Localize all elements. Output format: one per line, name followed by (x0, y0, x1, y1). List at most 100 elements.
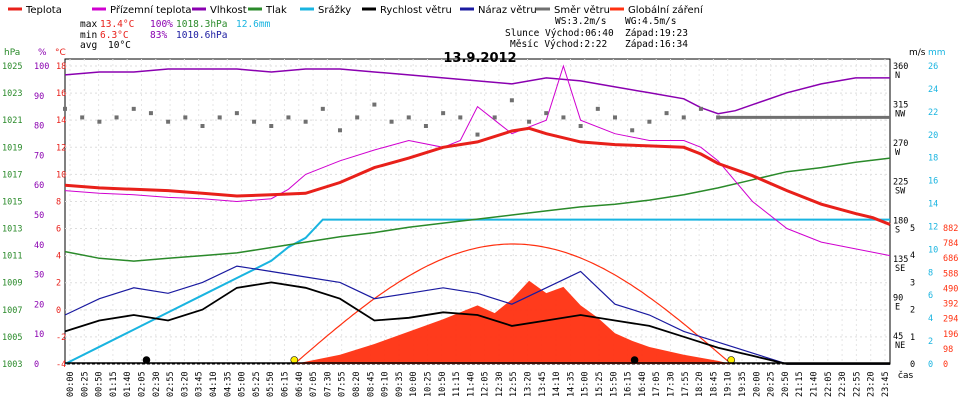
degc-tick-label: 10 (56, 170, 66, 180)
series-wind-dir-point (80, 115, 85, 120)
series-wind-dir-point (613, 115, 617, 120)
series-wind-dir-point (286, 115, 291, 120)
stat-min-label: min (80, 30, 97, 41)
stat-moon: Měsíc Východ:2:22 (510, 39, 607, 50)
x-tick-label: 21:15 (795, 371, 805, 397)
series-wind-dir-point (664, 111, 669, 116)
x-tick-label: 15:50 (609, 371, 619, 397)
dir-name-label: E (895, 302, 900, 312)
legend-label: Rychlost větru (380, 4, 452, 16)
x-tick-label: 19:10 (724, 371, 734, 397)
x-tick-label: 20:25 (767, 371, 777, 397)
series-wind-dir-point (372, 102, 377, 107)
stat-wg: WG:4.5m/s (625, 16, 676, 27)
x-tick-label: 10:00 (409, 371, 419, 397)
series-wind-dir-point (647, 119, 652, 124)
mm-tick-label: 22 (928, 108, 938, 118)
x-tick-label: 11:15 (452, 371, 462, 397)
x-tick-label: 23:20 (867, 371, 877, 397)
ms-tick-label: 1 (910, 333, 915, 343)
x-tick-label: 23:45 (881, 371, 891, 397)
x-tick-label: 06:15 (280, 371, 290, 397)
pct-tick-label: 70 (34, 151, 44, 161)
x-tick-label: 20:00 (752, 371, 762, 397)
pct-tick-label: 50 (34, 211, 44, 221)
mm-axis-title: mm (928, 48, 946, 58)
degc-tick-label: 6 (56, 225, 61, 235)
series-wind-dir-point (561, 115, 566, 120)
wm2-tick-label: 294 (943, 315, 958, 325)
series-wind-dir-point (595, 106, 600, 111)
series-wind-dir-point (492, 115, 497, 120)
pct-tick-label: 90 (34, 92, 44, 102)
series-wind-dir-point (303, 119, 308, 124)
hpa-tick-label: 1011 (2, 252, 22, 262)
x-tick-label: 16:15 (624, 371, 634, 397)
mm-tick-label: 2 (928, 337, 933, 347)
series-wind-dir-point (475, 132, 480, 137)
stats-panel: max 13.4°C 100% 1018.3hPa 12.6mm min 6.3°C 83% 1… (80, 16, 688, 51)
x-tick-label: 17:05 (652, 371, 662, 397)
degc-tick-label: 2 (56, 279, 61, 289)
axes-layer: hPa% °C1025102310211019101710151013101110… (2, 48, 958, 397)
series-temperature (64, 126, 891, 226)
series-wind-dir-point (630, 128, 635, 133)
mm-tick-label: 16 (928, 177, 938, 187)
x-tick-label: 10:25 (423, 371, 433, 397)
hpa-tick-label: 1021 (2, 116, 22, 126)
series-wind-dir-point (423, 124, 428, 128)
series-wind-dir-point (217, 115, 222, 120)
series-wind-dir-point (681, 115, 686, 120)
hpa-tick-label: 1013 (2, 225, 22, 235)
wm2-tick-label: 98 (943, 345, 953, 355)
legend-label: Globální záření (628, 4, 704, 16)
x-tick-label: 14:10 (552, 371, 562, 397)
pct-tick-label: 0 (34, 360, 39, 370)
x-tick-label: 17:55 (681, 371, 691, 397)
wm2-tick-label: 686 (943, 254, 958, 264)
legend-label: Srážky (318, 4, 351, 16)
series-wind-dir-point (114, 115, 119, 120)
series-wind-dir-point (234, 111, 239, 116)
stat-sun-set: Západ:19:23 (625, 28, 688, 39)
x-tick-label: 09:35 (395, 371, 405, 397)
series-wind-dir-point (389, 119, 394, 124)
degc-tick-label: 0 (56, 306, 61, 316)
stat-min-temp: 6.3°C (100, 30, 129, 41)
x-tick-label: 03:45 (195, 371, 205, 397)
legend-label: Přízemní teplota (110, 4, 192, 16)
series-wind-dir-point (200, 124, 205, 128)
wm2-tick-label: 882 (943, 224, 958, 234)
ms-axis-title: m/s (909, 48, 926, 58)
wm2-tick-label: 490 (943, 284, 958, 294)
x-tick-label: 07:55 (338, 371, 348, 397)
series-wind-dir-point (148, 111, 153, 116)
degc-tick-label: -4 (56, 360, 66, 370)
hpa-tick-label: 1015 (2, 197, 22, 207)
hpa-tick-label: 1025 (2, 62, 22, 72)
x-tick-label: 08:45 (366, 371, 376, 397)
series-wind-dir-point (63, 106, 67, 111)
pct-axis-title: % (38, 48, 47, 58)
x-tick-label: 07:05 (309, 371, 319, 397)
chart-title: 13.9.2012 (443, 51, 516, 66)
hpa-tick-label: 1009 (2, 279, 22, 289)
stat-avg-temp: 10°C (108, 40, 131, 51)
x-tick-label: 17:30 (667, 371, 677, 397)
ms-tick-label: 3 (910, 278, 915, 288)
mm-tick-label: 4 (928, 314, 933, 324)
x-tick-label: 13:20 (524, 371, 534, 397)
x-tick-label: 05:00 (238, 371, 248, 397)
stat-max-press: 1018.3hPa (176, 19, 227, 30)
dir-deg-label: 225 (893, 178, 908, 188)
series-wind-dir-point (183, 115, 188, 120)
x-tick-label: 05:50 (266, 371, 276, 397)
x-tick-label: 15:00 (581, 371, 591, 397)
wm2-tick-label: 784 (943, 239, 958, 249)
mm-tick-label: 24 (928, 85, 938, 95)
series-wind-gust (64, 265, 890, 365)
x-tick-label: 08:20 (352, 371, 362, 397)
series-humidity (64, 68, 890, 115)
dir-deg-label: 45 (893, 332, 903, 342)
dir-name-label: NE (895, 341, 905, 351)
